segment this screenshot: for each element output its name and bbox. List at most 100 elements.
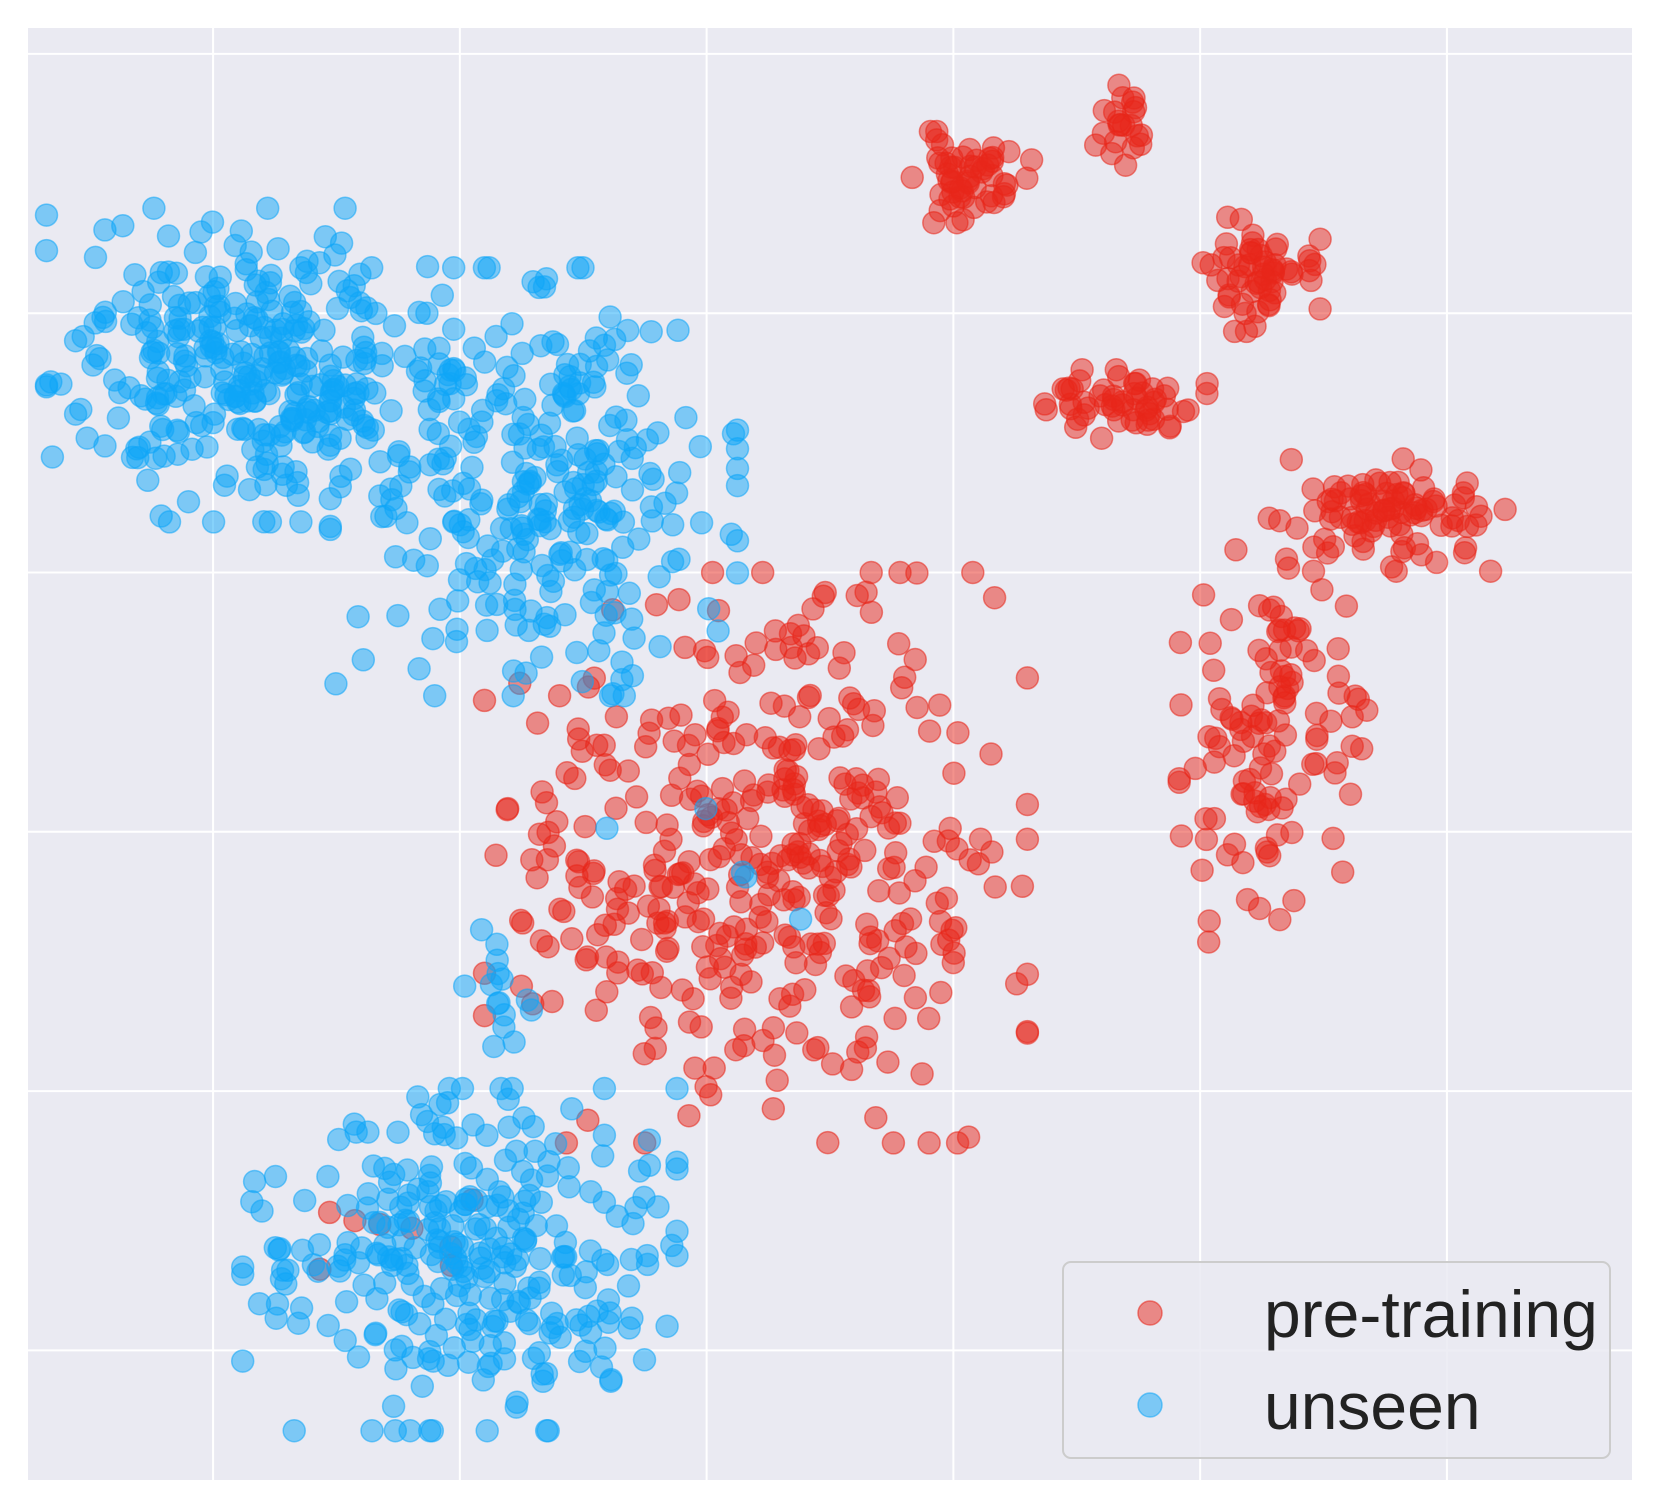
scatter-point: [271, 361, 295, 386]
scatter-point: [566, 850, 591, 874]
scatter-point: [938, 816, 962, 841]
scatter-point: [585, 441, 609, 466]
scatter-point: [619, 1247, 644, 1272]
scatter-point: [1318, 507, 1343, 531]
scatter-point: [498, 1299, 523, 1323]
scatter-point: [435, 1091, 460, 1115]
scatter-point: [84, 343, 109, 368]
scatter-point: [686, 909, 711, 934]
scatter-point: [927, 693, 952, 717]
scatter-point: [765, 1068, 789, 1093]
scatter-point: [376, 1215, 400, 1240]
scatter-point: [294, 359, 318, 383]
scatter-point: [1493, 497, 1517, 522]
scatter-point: [195, 435, 219, 459]
scatter-point: [801, 597, 825, 621]
scatter-point: [201, 510, 226, 534]
scatter-point: [905, 695, 929, 720]
scatter-point: [773, 757, 797, 782]
scatter-point: [519, 599, 543, 623]
scatter-point: [883, 841, 908, 865]
scatter-point: [1246, 300, 1270, 324]
scatter-point: [422, 683, 447, 708]
scatter-point: [1322, 475, 1347, 499]
scatter-point: [1083, 133, 1108, 157]
scatter-point: [123, 263, 147, 287]
scatter-point: [313, 224, 338, 249]
scatter-point: [316, 1313, 340, 1338]
scatter-point: [1010, 874, 1035, 899]
scatter-point: [570, 669, 595, 694]
scatter-point: [1229, 207, 1254, 232]
scatter-point: [292, 1188, 317, 1213]
scatter-point: [1280, 820, 1304, 845]
scatter-point: [353, 340, 378, 365]
scatter-point: [1219, 706, 1243, 730]
scatter-point: [653, 491, 677, 516]
scatter-point: [615, 428, 640, 452]
scatter-point: [1232, 769, 1257, 793]
scatter-point: [567, 1349, 592, 1374]
scatter-point: [225, 417, 250, 441]
scatter-point: [565, 640, 589, 665]
scatter-point: [487, 991, 511, 1015]
scatter-point: [582, 578, 607, 602]
scatter-point: [903, 647, 927, 672]
scatter-point: [289, 320, 314, 344]
scatter-point: [383, 1338, 408, 1362]
scatter-point: [477, 256, 501, 280]
scatter-point: [201, 330, 225, 354]
scatter-point: [710, 705, 735, 729]
scatter-point: [610, 535, 635, 560]
scatter-point: [334, 1290, 359, 1314]
scatter-point: [464, 424, 489, 449]
scatter-point: [200, 210, 225, 234]
scatter-point: [536, 934, 560, 959]
scatter-point: [1326, 636, 1350, 661]
scatter-point: [255, 196, 280, 220]
scatter-point: [1308, 227, 1332, 251]
scatter-point: [1089, 426, 1114, 450]
scatter-point: [788, 907, 813, 931]
scatter-point: [917, 719, 942, 743]
scatter-point: [665, 1150, 689, 1174]
scatter-point: [595, 816, 619, 841]
scatter-point: [1409, 458, 1433, 482]
scatter-point: [562, 558, 587, 582]
scatter-point: [639, 319, 663, 344]
scatter-point: [1222, 832, 1247, 856]
scatter-point: [598, 563, 623, 587]
scatter-point: [229, 219, 254, 243]
scatter-point: [834, 964, 858, 988]
scatter-point: [397, 460, 422, 484]
scatter-point: [471, 1368, 496, 1392]
scatter-point: [787, 704, 812, 729]
scatter-point: [654, 939, 679, 963]
scatter-point: [1224, 538, 1248, 562]
scatter-point: [431, 1115, 455, 1140]
scatter-point: [151, 382, 176, 406]
scatter-point: [649, 975, 673, 1000]
scatter-point: [268, 1237, 292, 1261]
scatter-point: [876, 1050, 900, 1074]
scatter-point: [511, 1201, 535, 1225]
scatter-point: [553, 1230, 578, 1255]
scatter-point: [655, 1314, 679, 1338]
scatter-point: [536, 563, 560, 588]
scatter-point: [1015, 827, 1040, 851]
scatter-point: [510, 911, 535, 935]
scatter-point: [1268, 907, 1292, 932]
scatter-point: [536, 1418, 560, 1443]
scatter-point: [917, 1131, 941, 1155]
scatter-point: [1190, 858, 1214, 882]
scatter-point: [887, 881, 912, 905]
scatter-point: [900, 165, 924, 190]
scatter-point: [1019, 148, 1044, 172]
scatter-point: [729, 962, 753, 987]
scatter-point: [545, 809, 569, 834]
scatter-point: [929, 980, 953, 1005]
scatter-point: [475, 618, 499, 643]
scatter-point: [646, 421, 670, 445]
scatter-point: [407, 657, 431, 681]
scatter-point: [963, 175, 987, 200]
